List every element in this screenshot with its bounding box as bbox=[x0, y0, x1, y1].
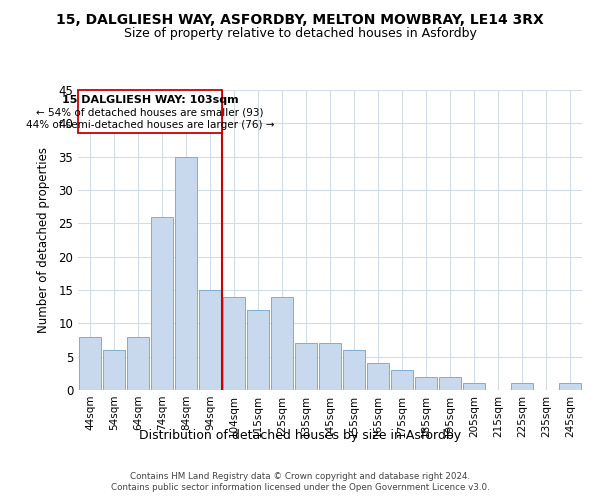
Text: Contains public sector information licensed under the Open Government Licence v3: Contains public sector information licen… bbox=[110, 483, 490, 492]
Bar bbox=[151, 216, 173, 390]
Bar bbox=[463, 384, 485, 390]
Bar bbox=[175, 156, 197, 390]
Bar bbox=[511, 384, 533, 390]
Bar bbox=[367, 364, 389, 390]
Bar bbox=[127, 336, 149, 390]
Bar bbox=[391, 370, 413, 390]
FancyBboxPatch shape bbox=[79, 90, 222, 134]
Y-axis label: Number of detached properties: Number of detached properties bbox=[37, 147, 50, 333]
Bar bbox=[103, 350, 125, 390]
Text: 15 DALGLIESH WAY: 103sqm: 15 DALGLIESH WAY: 103sqm bbox=[62, 94, 239, 104]
Text: ← 54% of detached houses are smaller (93): ← 54% of detached houses are smaller (93… bbox=[37, 108, 264, 118]
Text: Distribution of detached houses by size in Asfordby: Distribution of detached houses by size … bbox=[139, 428, 461, 442]
Text: Contains HM Land Registry data © Crown copyright and database right 2024.: Contains HM Land Registry data © Crown c… bbox=[130, 472, 470, 481]
Text: 15, DALGLIESH WAY, ASFORDBY, MELTON MOWBRAY, LE14 3RX: 15, DALGLIESH WAY, ASFORDBY, MELTON MOWB… bbox=[56, 12, 544, 26]
Bar bbox=[439, 376, 461, 390]
Bar bbox=[271, 296, 293, 390]
Bar bbox=[559, 384, 581, 390]
Bar bbox=[223, 296, 245, 390]
Bar bbox=[79, 336, 101, 390]
Bar bbox=[295, 344, 317, 390]
Text: 44% of semi-detached houses are larger (76) →: 44% of semi-detached houses are larger (… bbox=[26, 120, 274, 130]
Text: Size of property relative to detached houses in Asfordby: Size of property relative to detached ho… bbox=[124, 28, 476, 40]
Bar bbox=[199, 290, 221, 390]
Bar bbox=[415, 376, 437, 390]
Bar bbox=[319, 344, 341, 390]
Bar bbox=[343, 350, 365, 390]
Bar bbox=[247, 310, 269, 390]
